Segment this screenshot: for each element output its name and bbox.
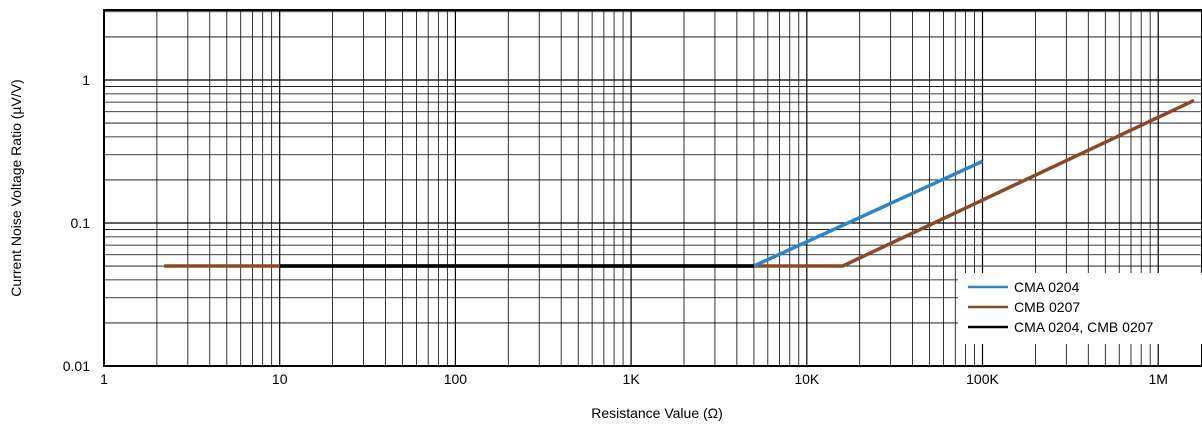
x-tick-label: 100K [966, 371, 999, 387]
y-tick-label: 1 [82, 72, 90, 88]
x-axis-title: Resistance Value (Ω) [591, 405, 723, 421]
grid [104, 10, 1202, 366]
series-line [164, 98, 1195, 268]
legend-label: CMA 0204, CMB 0207 [1014, 319, 1154, 335]
y-tick-label: 0.01 [63, 358, 90, 374]
x-tick-label: 1 [100, 371, 108, 387]
tick-labels: 1 10 100 1K 10K 100K 1M 0.01 0.1 1 [63, 72, 1168, 387]
x-tick-label: 10K [794, 371, 820, 387]
y-tick-label: 0.1 [71, 215, 91, 231]
x-tick-label: 100 [444, 371, 468, 387]
legend-label: CMB 0207 [1014, 299, 1080, 315]
x-tick-label: 10 [272, 371, 288, 387]
series-layer [164, 98, 1195, 268]
legend-label: CMA 0204 [1014, 279, 1080, 295]
legend-box [958, 273, 1202, 344]
x-tick-label: 1K [623, 371, 641, 387]
x-tick-label: 1M [1148, 371, 1167, 387]
legend: CMA 0204 CMB 0207 CMA 0204, CMB 0207 [958, 273, 1202, 344]
plot-frame [103, 9, 1202, 367]
y-axis-title: Current Noise Voltage Ratio (µV/V) [8, 79, 24, 296]
series-line [753, 159, 984, 268]
